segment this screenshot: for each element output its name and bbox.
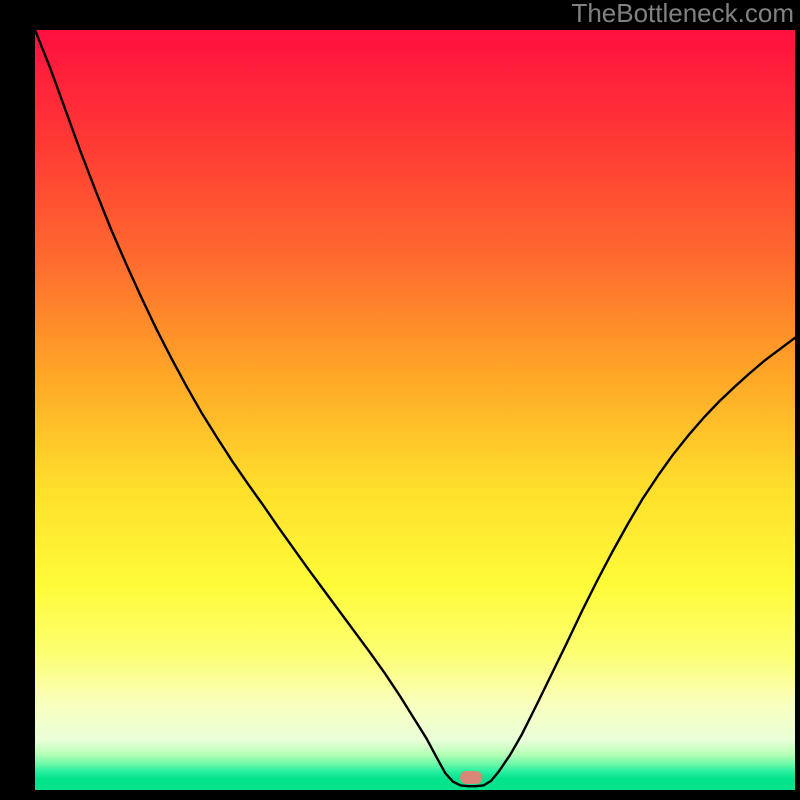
watermark-label: TheBottleneck.com: [571, 0, 794, 26]
gradient-background: [35, 30, 795, 790]
optimal-marker: [460, 771, 482, 784]
chart-plot-area: [35, 30, 795, 790]
bottleneck-curve-chart: [35, 30, 795, 790]
